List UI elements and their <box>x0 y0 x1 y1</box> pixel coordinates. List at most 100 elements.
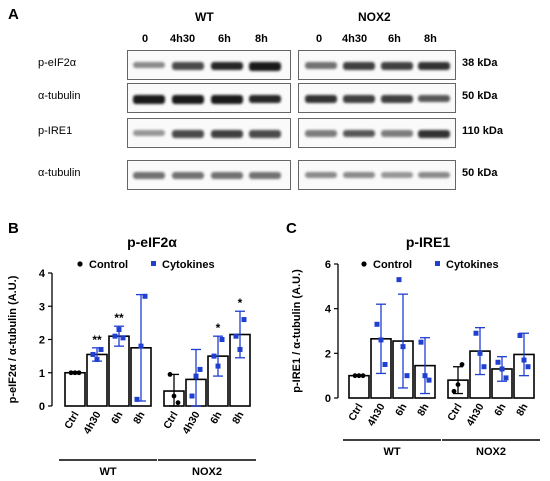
y-tick-label: 4 <box>325 304 332 316</box>
data-point-cytokines <box>495 359 501 365</box>
blot-band <box>381 95 413 103</box>
blot-band <box>418 130 450 138</box>
x-tick-label: 6h <box>208 410 225 427</box>
chart-p-ire1: p-IRE1 Control Cytokines 0 2 4 6 p-IRE1 / α-tub… <box>291 234 540 458</box>
blot-band <box>343 130 375 138</box>
x-tick-label: 8h <box>230 410 247 427</box>
blot-band <box>172 62 204 70</box>
data-point-cytokines <box>112 333 118 339</box>
x-tick-label: 8h <box>415 402 432 419</box>
blot-band <box>249 130 281 138</box>
blot-band <box>305 172 337 179</box>
data-point-control <box>352 373 358 379</box>
data-point-cytokines <box>422 373 428 379</box>
x-tick-label: 6h <box>393 402 410 419</box>
y-tick-label: 6 <box>325 259 331 271</box>
x-tick-label: 8h <box>131 410 148 427</box>
data-point-cytokines <box>396 277 402 283</box>
time-label: 4h30 <box>342 33 368 45</box>
legend-label-cytokines: Cytokines <box>162 259 215 271</box>
blot-band <box>381 62 413 70</box>
time-label: 0 <box>316 33 323 45</box>
data-point-cytokines <box>374 321 380 327</box>
kda-label: 50 kDa <box>462 90 498 102</box>
group-label: NOX2 <box>476 446 506 458</box>
time-label: 6h <box>218 33 231 45</box>
time-label: 8h <box>255 33 268 45</box>
data-point-cytokines <box>521 357 527 363</box>
data-point-cytokines <box>193 373 199 379</box>
time-label: 4h30 <box>170 33 196 45</box>
bar <box>86 353 108 407</box>
y-axis-label: p-eIF2α / α-tubulin (A.U.) <box>7 275 19 403</box>
time-label: 6h <box>388 33 401 45</box>
blot-band <box>211 95 243 104</box>
panel-b-letter: B <box>8 220 19 237</box>
blot-band <box>418 62 450 70</box>
group-label: NOX2 <box>192 466 222 478</box>
blot-band <box>211 172 243 179</box>
x-tick-label: Ctrl <box>346 401 365 423</box>
y-tick-label: 0 <box>39 401 45 413</box>
time-label: 0 <box>142 33 149 45</box>
data-point-cytokines <box>473 330 479 336</box>
data-point-cytokines <box>477 350 483 356</box>
data-point-cytokines <box>404 373 410 379</box>
y-tick-label: 4 <box>39 268 46 280</box>
chart-title: p-IRE1 <box>406 234 451 250</box>
data-point-control <box>459 362 465 367</box>
group-label-wt: WT <box>195 10 214 24</box>
data-point-control <box>455 382 461 387</box>
blot-row-label: α-tubulin <box>38 167 81 179</box>
group-label-nox2: NOX2 <box>358 10 391 24</box>
bar <box>64 371 86 407</box>
data-point-control <box>451 388 457 394</box>
data-point-control <box>72 370 78 376</box>
x-tick-label: 6h <box>109 410 126 427</box>
blot-band <box>305 95 337 103</box>
x-tick-label: 4h30 <box>180 409 202 436</box>
x-tick-label: Ctrl <box>62 409 81 431</box>
kda-label: 38 kDa <box>462 57 498 69</box>
y-tick-label: 2 <box>325 348 331 360</box>
data-point-control <box>68 370 74 376</box>
time-label: 8h <box>424 33 437 45</box>
data-point-cytokines <box>233 333 239 339</box>
panel-c-letter: C <box>286 220 297 237</box>
significance-mark: ** <box>114 311 124 325</box>
blot-band <box>133 130 165 136</box>
data-point-cytokines <box>120 335 126 341</box>
blot-band <box>133 62 165 69</box>
data-point-cytokines <box>90 351 96 357</box>
data-point-control <box>175 400 181 406</box>
blot-band <box>343 95 375 103</box>
data-point-cytokines <box>215 363 221 369</box>
blot-band <box>418 172 450 179</box>
panel-a-letter: A <box>8 6 19 23</box>
data-point-cytokines <box>525 364 531 370</box>
data-point-cytokines <box>189 393 195 399</box>
data-point-control <box>171 393 177 399</box>
data-point-control <box>76 370 82 376</box>
blot-band <box>343 172 375 179</box>
data-point-cytokines <box>382 362 388 367</box>
blot-band <box>305 62 337 69</box>
blot-band <box>381 172 413 178</box>
group-label: WT <box>99 466 116 478</box>
data-point-cytokines <box>418 339 424 345</box>
data-point-cytokines <box>219 337 225 342</box>
y-axis-label: p-IRE1 / α-tubulin (A.U.) <box>291 269 303 393</box>
x-tick-label: 8h <box>514 402 531 419</box>
blot-row-label: p-eIF2α <box>38 57 77 69</box>
data-point-cytokines <box>142 293 148 299</box>
kda-label: 110 kDa <box>462 125 503 137</box>
legend-marker-control <box>361 261 367 267</box>
blot-band <box>133 95 165 104</box>
data-point-cytokines <box>400 344 406 350</box>
legend-label-cytokines: Cytokines <box>446 259 499 271</box>
data-point-cytokines <box>134 396 140 402</box>
blot-panel-wt <box>127 50 291 80</box>
x-tick-label: 4h30 <box>464 401 486 428</box>
blot-band <box>249 95 281 104</box>
x-tick-label: 4h30 <box>365 401 387 428</box>
